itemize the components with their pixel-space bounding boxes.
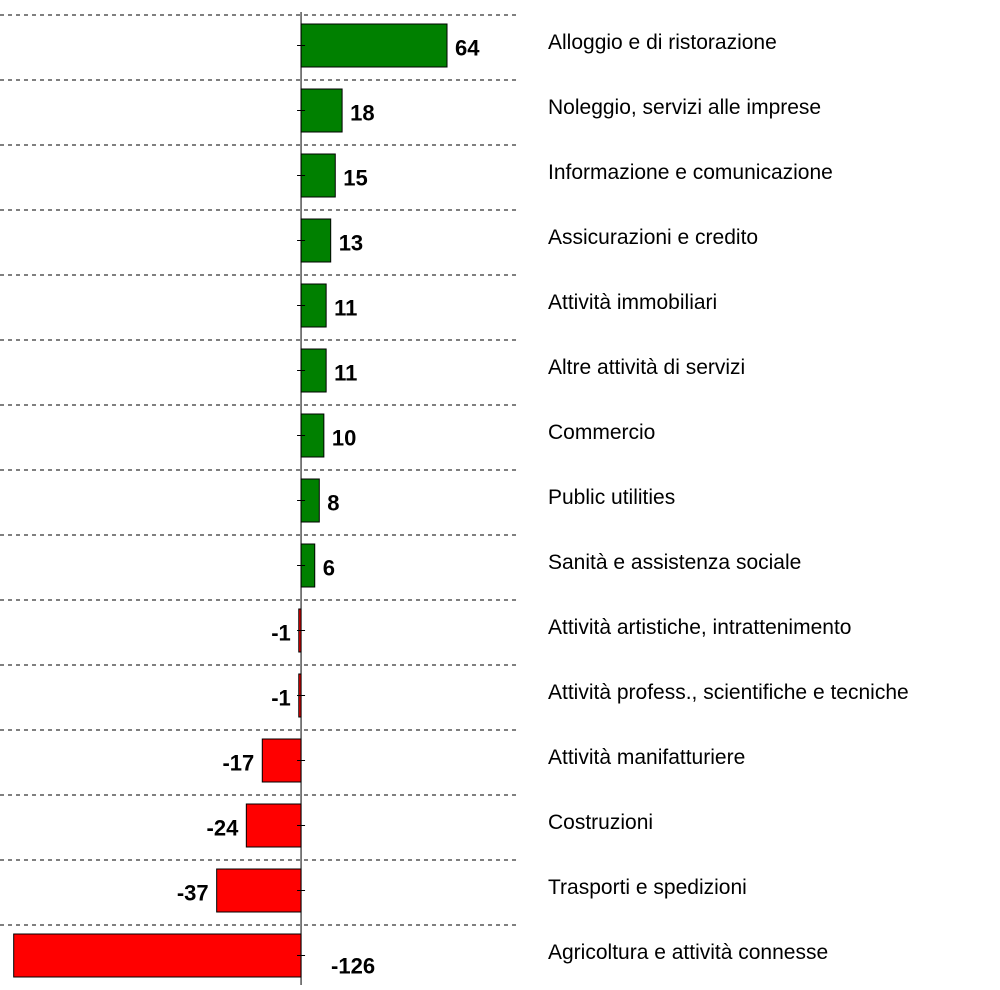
value-label: 11 bbox=[334, 360, 357, 385]
category-label: Attività profess., scientifiche e tecnic… bbox=[548, 681, 909, 704]
category-label: Noleggio, servizi alle imprese bbox=[548, 96, 821, 119]
category-label: Assicurazioni e credito bbox=[548, 226, 758, 249]
bar bbox=[300, 88, 343, 133]
bar bbox=[300, 23, 448, 68]
bar bbox=[245, 803, 302, 848]
value-label: 6 bbox=[323, 555, 335, 580]
category-label: Agricoltura e attività connesse bbox=[548, 941, 828, 964]
value-label: 64 bbox=[455, 35, 480, 60]
value-label: -37 bbox=[177, 880, 209, 905]
category-label: Altre attività di servizi bbox=[548, 356, 745, 379]
value-label: -24 bbox=[207, 815, 240, 840]
value-label: 18 bbox=[350, 100, 374, 125]
value-label: 10 bbox=[332, 425, 356, 450]
value-label: -126 bbox=[331, 953, 375, 978]
value-label: -1 bbox=[271, 685, 291, 710]
value-label: 11 bbox=[334, 295, 357, 320]
bar bbox=[300, 348, 327, 393]
bar bbox=[300, 218, 332, 263]
category-label: Costruzioni bbox=[548, 811, 653, 834]
bar bbox=[13, 933, 302, 978]
value-label: -17 bbox=[222, 750, 254, 775]
bar bbox=[300, 283, 327, 328]
bar bbox=[261, 738, 302, 783]
category-label: Trasporti e spedizioni bbox=[548, 876, 747, 899]
category-label: Sanità e assistenza sociale bbox=[548, 551, 801, 574]
category-label: Attività manifatturiere bbox=[548, 746, 745, 769]
category-label: Public utilities bbox=[548, 486, 675, 509]
category-label: Alloggio e di ristorazione bbox=[548, 31, 777, 54]
value-label: 15 bbox=[343, 165, 367, 190]
category-label: Attività artistiche, intrattenimento bbox=[548, 616, 851, 639]
category-label: Informazione e comunicazione bbox=[548, 161, 833, 184]
bar bbox=[216, 868, 302, 913]
bar bbox=[300, 153, 336, 198]
value-label: 8 bbox=[327, 490, 339, 515]
value-label: 13 bbox=[339, 230, 363, 255]
category-label: Commercio bbox=[548, 421, 655, 444]
value-label: -1 bbox=[271, 620, 291, 645]
category-label: Attività immobiliari bbox=[548, 291, 717, 314]
